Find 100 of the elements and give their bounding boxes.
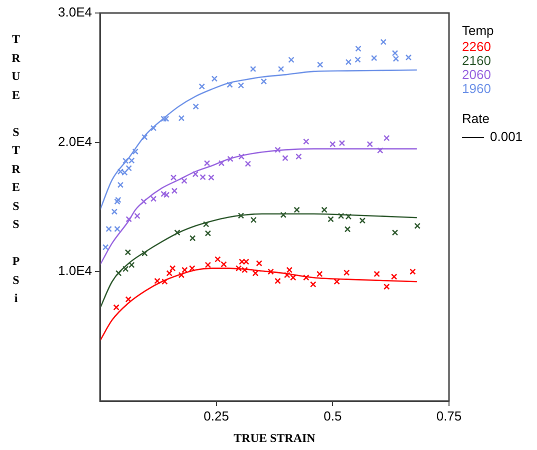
point <box>227 156 234 162</box>
point <box>328 216 334 222</box>
point <box>282 154 288 162</box>
point <box>355 46 362 52</box>
point <box>174 229 180 236</box>
point <box>126 165 132 172</box>
point <box>170 174 177 181</box>
point <box>256 260 262 266</box>
point <box>160 116 167 122</box>
point <box>338 140 346 146</box>
legend-title: Temp <box>462 23 495 38</box>
point <box>238 82 244 89</box>
point <box>200 174 206 180</box>
x-axis-title: TRUE STRAIN <box>234 430 316 445</box>
point <box>296 153 302 160</box>
y-tick-label: 1.0E4 <box>58 263 92 278</box>
point <box>189 235 196 242</box>
point <box>321 206 328 213</box>
point <box>125 296 132 302</box>
y-tick-label: 2.0E4 <box>58 134 92 149</box>
point <box>211 76 218 82</box>
point <box>345 58 352 66</box>
point <box>392 229 398 236</box>
point <box>344 226 351 232</box>
point <box>142 134 148 140</box>
point <box>181 178 188 184</box>
text: Rate <box>462 111 490 126</box>
point <box>132 148 138 155</box>
point <box>122 266 129 272</box>
point <box>192 171 199 178</box>
point <box>106 226 112 232</box>
point <box>124 249 132 256</box>
point <box>338 212 344 220</box>
point <box>268 268 274 275</box>
point <box>238 153 245 160</box>
point <box>122 158 129 164</box>
point <box>204 230 212 236</box>
point <box>290 274 296 281</box>
point <box>204 262 212 268</box>
point <box>316 270 323 278</box>
point <box>162 278 168 285</box>
point <box>128 262 135 268</box>
point <box>178 115 185 122</box>
point <box>252 270 259 276</box>
point <box>202 221 210 228</box>
point <box>405 54 412 61</box>
line-series <box>100 69 418 211</box>
point <box>274 278 281 284</box>
point <box>238 212 244 219</box>
point <box>214 256 221 262</box>
text: 2060 <box>462 67 492 82</box>
point <box>377 147 384 154</box>
point <box>330 141 336 148</box>
point <box>198 83 206 90</box>
point <box>384 134 390 142</box>
point <box>150 196 157 202</box>
point <box>280 212 286 218</box>
text: TRUE STRESS PSi <box>12 32 20 305</box>
point <box>380 38 387 46</box>
x-tick-label: 0.5 <box>324 408 342 424</box>
point <box>117 182 124 188</box>
point <box>288 56 294 63</box>
point <box>344 270 350 276</box>
point <box>134 212 140 220</box>
point <box>220 261 227 268</box>
point <box>274 146 281 153</box>
y-tick-label: 3.0E4 <box>58 4 92 20</box>
point <box>113 304 120 310</box>
point <box>278 66 284 72</box>
text: 2260 <box>462 39 492 54</box>
x-tick-label: 0.25 <box>204 408 229 424</box>
point <box>303 274 310 281</box>
point <box>242 258 250 265</box>
point <box>244 160 252 167</box>
point <box>242 266 248 274</box>
point <box>250 66 256 72</box>
point <box>208 174 214 181</box>
point <box>366 141 374 148</box>
point <box>294 206 300 213</box>
point <box>115 270 122 276</box>
point <box>171 188 178 194</box>
point <box>238 258 246 265</box>
point <box>374 270 380 278</box>
point <box>192 103 199 110</box>
x-tick-label: 0.75 <box>436 408 462 424</box>
point <box>189 265 196 272</box>
point <box>160 190 167 198</box>
point <box>359 217 366 224</box>
point <box>370 54 378 62</box>
text: 0.001 <box>490 129 523 144</box>
point <box>345 213 352 220</box>
point <box>150 124 157 132</box>
point <box>204 160 210 166</box>
text: 2160 <box>462 53 492 68</box>
point <box>122 169 128 176</box>
point <box>218 160 225 166</box>
point <box>114 226 120 232</box>
point <box>390 274 398 280</box>
point <box>128 157 135 164</box>
point <box>162 116 170 122</box>
